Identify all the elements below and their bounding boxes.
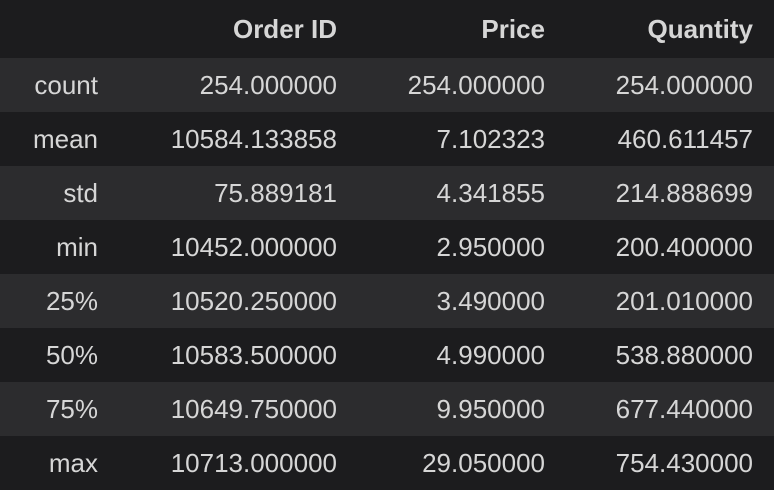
row-label: min [56,231,98,262]
table-cell: 254.000000 [407,69,545,100]
column-header-price: Price [481,13,545,44]
table-cell: 214.888699 [615,177,753,208]
row-label: 75% [45,393,98,424]
table-cell: 10520.250000 [170,285,337,316]
column-header-quantity: Quantity [647,13,753,44]
table-cell: 254.000000 [199,69,337,100]
table-cell: 10584.133858 [170,123,337,154]
table-cell: 4.990000 [436,339,545,370]
table-cell: 200.400000 [615,231,753,262]
table-header-row: Order ID Price Quantity [0,0,774,58]
table-row: std 75.889181 4.341855 214.888699 [0,166,774,220]
table-row: count 254.000000 254.000000 254.000000 [0,58,774,112]
table-cell: 7.102323 [436,123,545,154]
row-label: count [34,69,98,100]
row-label: std [63,177,98,208]
table-cell: 10649.750000 [170,393,337,424]
table-cell: 9.950000 [436,393,545,424]
column-header-order-id: Order ID [232,13,337,44]
table-cell: 75.889181 [214,177,337,208]
table-row: 75% 10649.750000 9.950000 677.440000 [0,382,774,436]
table-cell: 538.880000 [615,339,753,370]
row-label: mean [32,123,98,154]
table-cell: 10452.000000 [170,231,337,262]
table-cell: 10583.500000 [170,339,337,370]
table-row: max 10713.000000 29.050000 754.430000 [0,436,774,490]
table-cell: 754.430000 [615,447,753,478]
row-label: max [48,447,98,478]
table-cell: 10713.000000 [170,447,337,478]
table-row: 25% 10520.250000 3.490000 201.010000 [0,274,774,328]
table-cell: 677.440000 [615,393,753,424]
table-cell: 254.000000 [615,69,753,100]
table-cell: 201.010000 [615,285,753,316]
table-cell: 2.950000 [436,231,545,262]
table-row: 50% 10583.500000 4.990000 538.880000 [0,328,774,382]
row-label: 25% [45,285,98,316]
table-cell: 460.611457 [617,123,753,154]
table-cell: 3.490000 [436,285,545,316]
table-cell: 29.050000 [422,447,545,478]
table-row: mean 10584.133858 7.102323 460.611457 [0,112,774,166]
table-cell: 4.341855 [436,177,545,208]
row-label: 50% [45,339,98,370]
table-row: min 10452.000000 2.950000 200.400000 [0,220,774,274]
